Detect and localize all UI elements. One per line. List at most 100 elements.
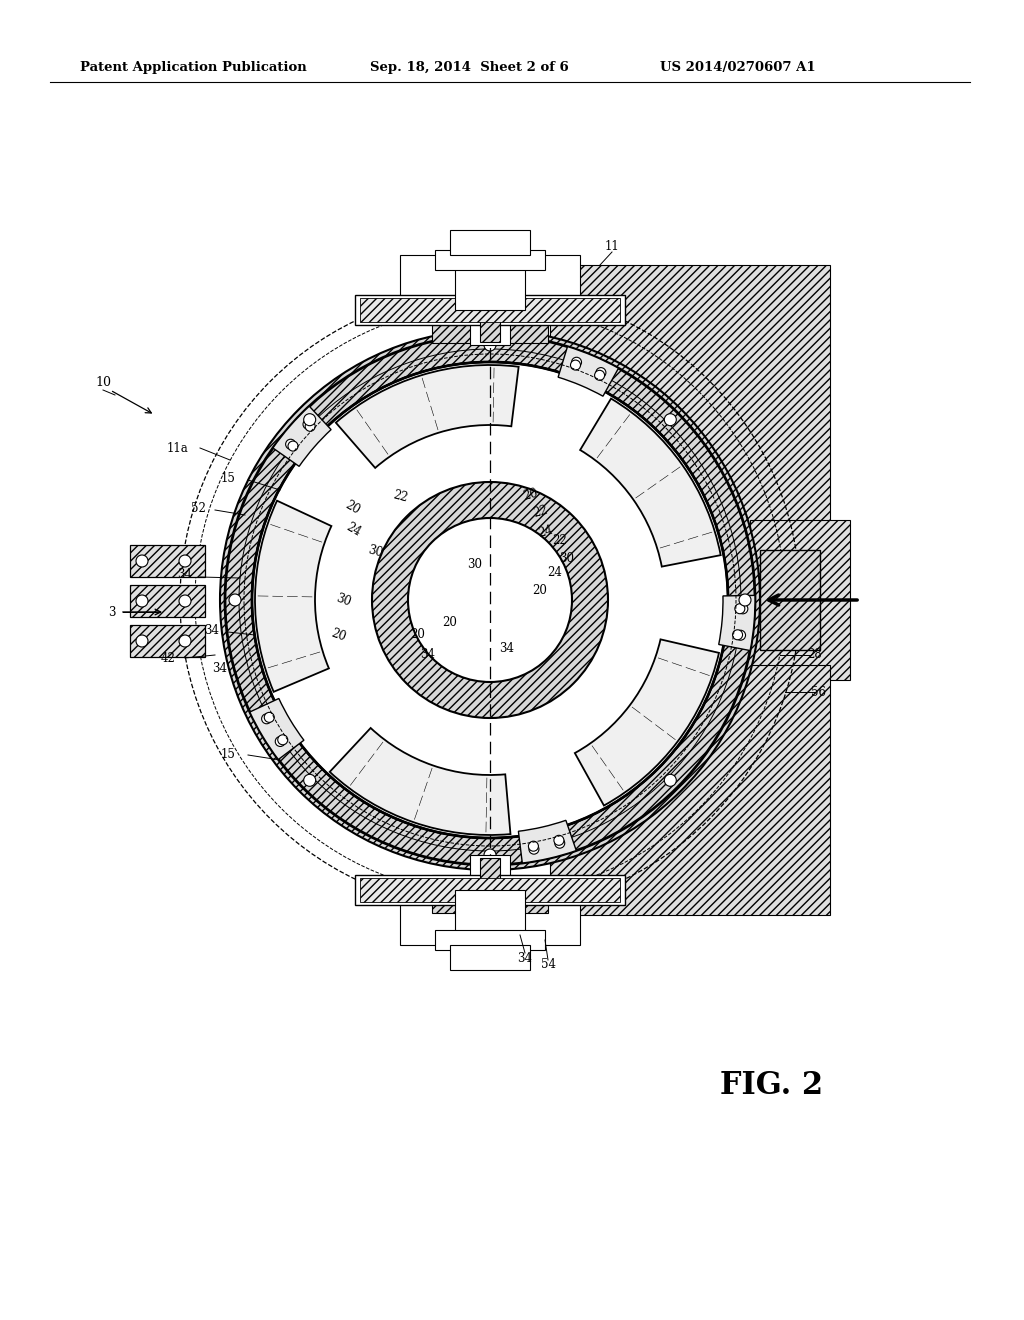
- Text: 22: 22: [553, 533, 567, 546]
- Circle shape: [665, 775, 676, 787]
- Bar: [450, 230, 530, 255]
- Bar: [360, 878, 620, 902]
- Text: 24: 24: [548, 566, 562, 579]
- Text: 34: 34: [177, 569, 193, 582]
- Bar: [400, 895, 580, 945]
- Circle shape: [735, 630, 745, 640]
- Circle shape: [275, 737, 286, 747]
- Circle shape: [408, 517, 572, 682]
- Wedge shape: [273, 407, 331, 466]
- Text: 34: 34: [205, 623, 219, 636]
- Bar: [130, 624, 205, 657]
- Text: 42: 42: [161, 652, 175, 664]
- Circle shape: [738, 603, 748, 614]
- Bar: [470, 290, 510, 345]
- Circle shape: [304, 775, 315, 787]
- Text: 54: 54: [541, 957, 555, 970]
- Text: 15: 15: [220, 471, 236, 484]
- Bar: [435, 931, 545, 950]
- Circle shape: [252, 362, 728, 838]
- Text: US 2014/0270607 A1: US 2014/0270607 A1: [660, 62, 816, 74]
- Text: 34: 34: [421, 648, 435, 661]
- Circle shape: [596, 367, 606, 378]
- Circle shape: [179, 554, 191, 568]
- Circle shape: [136, 554, 148, 568]
- Text: 20: 20: [342, 499, 361, 517]
- Circle shape: [304, 413, 315, 425]
- Text: 20: 20: [521, 487, 539, 503]
- Circle shape: [372, 482, 608, 718]
- Circle shape: [261, 714, 271, 723]
- Text: Patent Application Publication: Patent Application Publication: [80, 62, 307, 74]
- Circle shape: [220, 330, 760, 870]
- Circle shape: [665, 413, 676, 425]
- Circle shape: [570, 360, 581, 370]
- Bar: [430, 884, 550, 935]
- Text: 20: 20: [532, 583, 548, 597]
- Wedge shape: [581, 399, 721, 566]
- Wedge shape: [336, 366, 518, 467]
- Text: 10: 10: [95, 376, 111, 389]
- Circle shape: [303, 420, 313, 429]
- Wedge shape: [330, 729, 511, 836]
- Circle shape: [278, 735, 288, 744]
- Text: 30: 30: [334, 591, 352, 609]
- Text: 24: 24: [343, 520, 362, 540]
- Text: 30: 30: [366, 544, 384, 560]
- Circle shape: [136, 635, 148, 647]
- Wedge shape: [558, 347, 618, 396]
- Wedge shape: [255, 500, 332, 692]
- Circle shape: [305, 421, 315, 432]
- Bar: [432, 325, 548, 343]
- Bar: [355, 294, 625, 325]
- Circle shape: [529, 845, 539, 854]
- Text: 3: 3: [109, 606, 116, 619]
- Text: 20: 20: [411, 628, 425, 642]
- Text: 28: 28: [808, 648, 822, 661]
- Wedge shape: [250, 698, 304, 759]
- Circle shape: [555, 838, 565, 849]
- Bar: [750, 520, 850, 680]
- Bar: [360, 298, 620, 322]
- Text: 22: 22: [531, 504, 549, 520]
- Bar: [430, 265, 550, 315]
- Text: Sep. 18, 2014  Sheet 2 of 6: Sep. 18, 2014 Sheet 2 of 6: [370, 62, 568, 74]
- Bar: [130, 545, 205, 577]
- Text: 22: 22: [391, 488, 409, 506]
- Text: FIG. 2: FIG. 2: [720, 1069, 823, 1101]
- Circle shape: [252, 362, 728, 838]
- Circle shape: [179, 635, 191, 647]
- Wedge shape: [574, 639, 719, 805]
- Wedge shape: [719, 595, 755, 651]
- Circle shape: [288, 441, 298, 451]
- Bar: [480, 858, 500, 908]
- Circle shape: [528, 841, 539, 851]
- Circle shape: [179, 595, 191, 607]
- Circle shape: [735, 603, 744, 614]
- Bar: [550, 265, 830, 535]
- Bar: [470, 855, 510, 909]
- Bar: [432, 305, 548, 323]
- Bar: [400, 255, 580, 305]
- Circle shape: [220, 330, 760, 870]
- Circle shape: [739, 594, 751, 606]
- Circle shape: [229, 594, 241, 606]
- Circle shape: [732, 630, 742, 640]
- Text: 24: 24: [537, 524, 554, 540]
- Text: 20: 20: [442, 615, 458, 628]
- Text: 11a: 11a: [167, 441, 188, 454]
- Bar: [432, 895, 548, 913]
- Circle shape: [136, 595, 148, 607]
- Text: 34: 34: [500, 642, 514, 655]
- Bar: [455, 260, 525, 310]
- Bar: [455, 890, 525, 940]
- Text: 15: 15: [220, 748, 236, 762]
- Text: 34: 34: [213, 661, 227, 675]
- Text: 56: 56: [811, 685, 825, 698]
- Text: 11: 11: [604, 240, 620, 253]
- Bar: [760, 550, 820, 649]
- Text: 30: 30: [468, 558, 482, 572]
- Circle shape: [554, 836, 564, 845]
- Text: 20: 20: [329, 627, 347, 644]
- Text: 52: 52: [190, 502, 206, 515]
